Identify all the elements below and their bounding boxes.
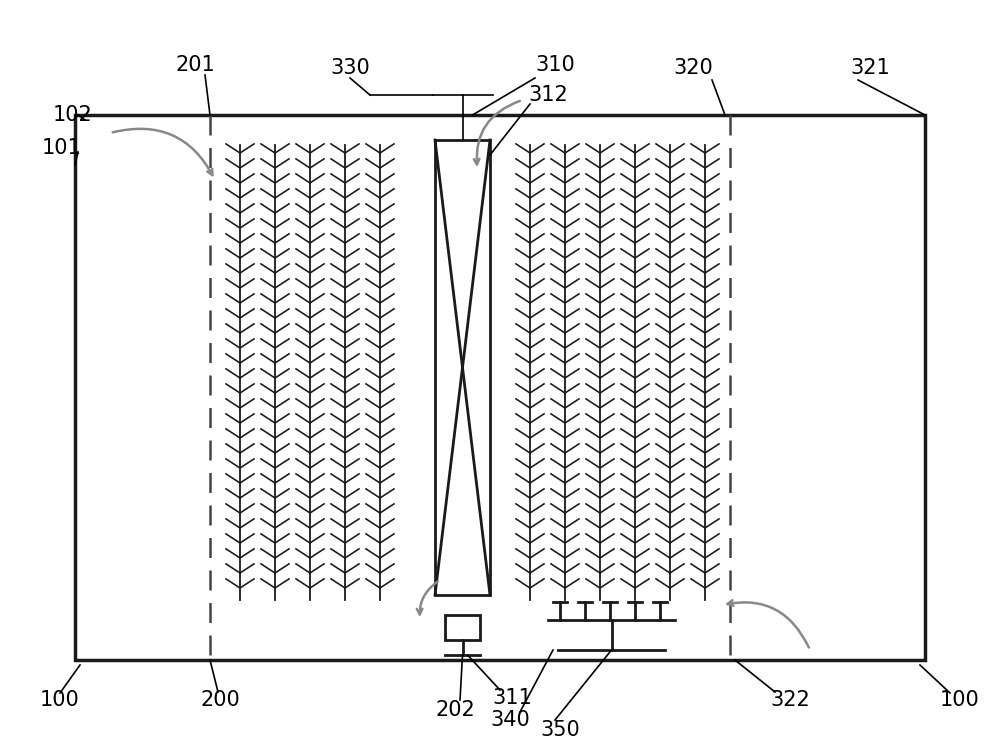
Text: 101: 101	[42, 138, 82, 158]
Text: 310: 310	[535, 55, 575, 75]
Bar	[435, 140, 490, 595]
Text: 330: 330	[330, 58, 370, 78]
Text: 100: 100	[940, 690, 980, 710]
Text: 311: 311	[492, 688, 532, 708]
Text: 202: 202	[435, 700, 475, 720]
Text: 350: 350	[540, 720, 580, 740]
Text: 340: 340	[490, 710, 530, 730]
Text: 102: 102	[53, 105, 93, 125]
Text: 322: 322	[770, 690, 810, 710]
Text: 312: 312	[528, 85, 568, 105]
Bar	[75, 115, 925, 660]
Text: 201: 201	[175, 55, 215, 75]
Text: 100: 100	[40, 690, 80, 710]
Bar	[445, 615, 480, 640]
Text: 320: 320	[673, 58, 713, 78]
Text: 321: 321	[850, 58, 890, 78]
Text: 200: 200	[200, 690, 240, 710]
